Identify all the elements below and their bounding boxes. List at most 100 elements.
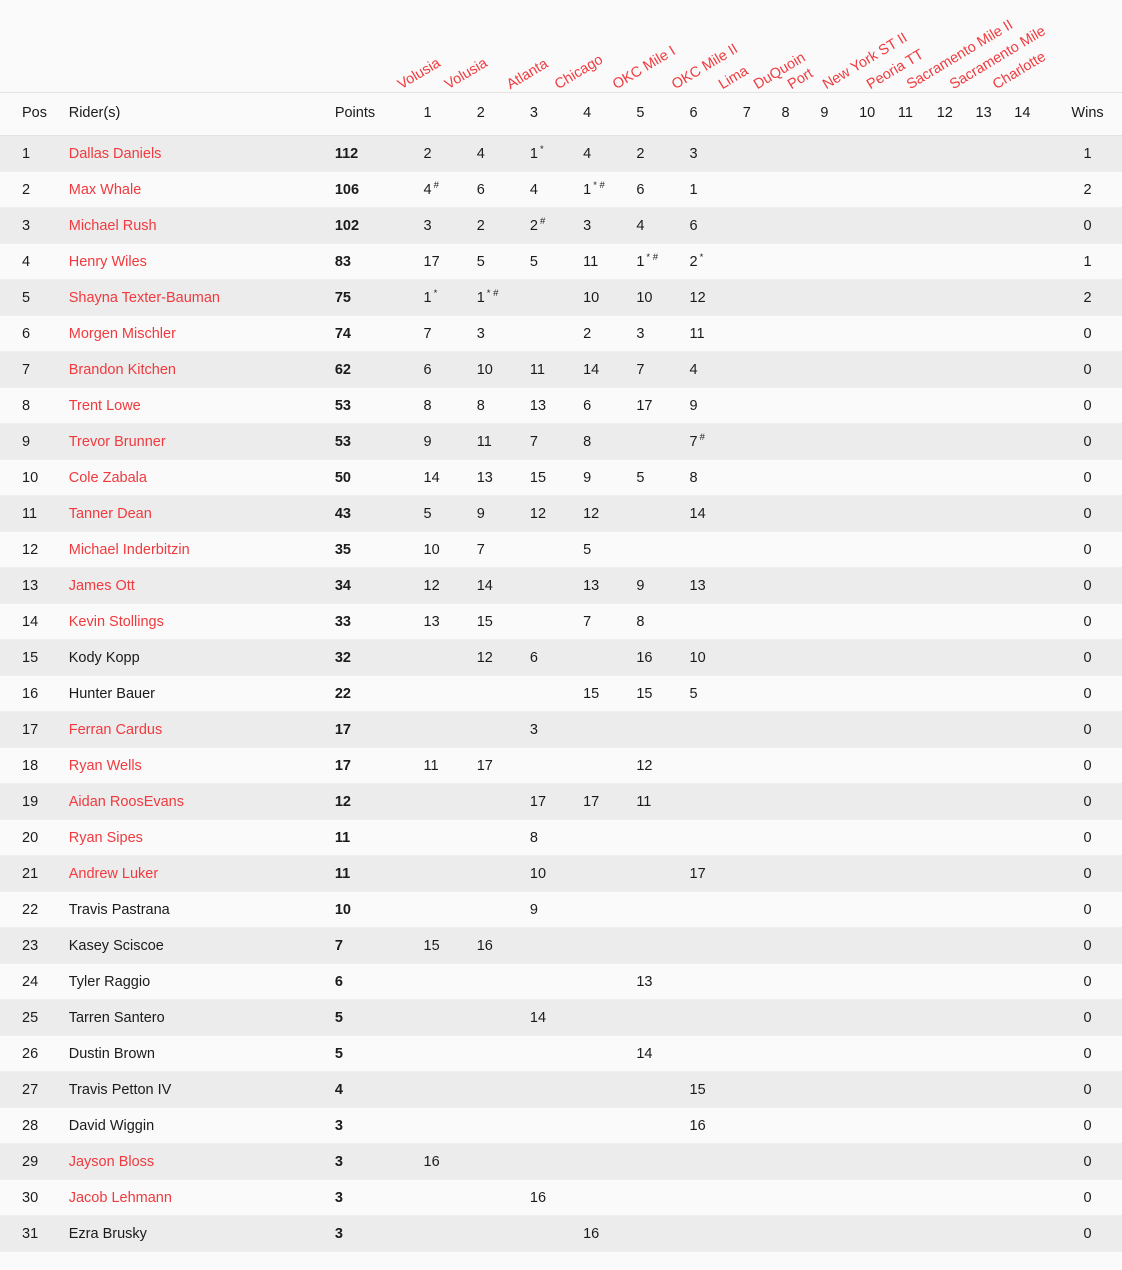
cell-round-14 [1014,819,1054,856]
cell-round-10 [859,819,898,856]
rider-link[interactable]: Trevor Brunner [68,433,166,450]
rider-link[interactable]: Ferran Cardus [68,721,163,738]
rider-link[interactable]: Dallas Daniels [68,145,162,162]
cell-round-14 [1014,1143,1054,1180]
rider-link[interactable]: Brandon Kitchen [68,361,176,378]
cell-position: 22 [0,891,69,928]
header-wins: Wins [1053,92,1122,136]
rider-link[interactable]: Morgen Mischler [68,325,176,342]
rider-link[interactable]: Ryan Sipes [68,829,143,846]
table-row: 16 Hunter Bauer 22 15 15 5 0 [0,675,1122,712]
cell-round-10 [859,783,898,820]
cell-round-8 [781,999,821,1036]
cell-round-10 [859,207,898,244]
cell-round-12 [936,1215,976,1252]
cell-round-1 [423,855,477,892]
cell-round-1 [423,891,477,928]
cell-points: 10 [334,891,424,928]
cell-round-10 [859,243,898,280]
event-header-label-2[interactable]: Volusia [442,54,491,93]
rider-link[interactable]: Cole Zabala [68,469,147,486]
cell-round-12 [936,927,976,964]
rider-link[interactable]: Michael Rush [68,217,157,234]
cell-round-14 [1014,963,1054,1000]
cell-round-2 [476,1179,530,1216]
cell-round-5 [636,927,690,964]
event-header-label-7[interactable]: Lima [716,62,752,93]
cell-round-1: 10 [423,531,477,568]
round-result-value: 3 [583,217,592,234]
rider-link[interactable]: Henry Wiles [68,253,147,270]
cell-points: 11 [334,819,424,856]
cell-wins: 0 [1053,351,1122,388]
cell-round-12 [936,891,976,928]
rider-link[interactable]: Ryan Wells [68,757,142,774]
rider-link[interactable]: Kevin Stollings [68,613,164,630]
cell-points: 3 [334,1179,424,1216]
cell-round-1: 17 [423,243,477,280]
cell-round-1 [423,675,477,712]
cell-round-5 [636,1107,690,1144]
event-header-label-1[interactable]: Volusia [395,54,444,93]
cell-rider: Tanner Dean [68,495,335,532]
rider-link[interactable]: Max Whale [68,181,142,198]
cell-round-10 [859,1107,898,1144]
rider-link[interactable]: Trent Lowe [68,397,141,414]
cell-round-3: 17 [529,783,584,820]
cell-round-7 [742,423,782,460]
rider-link[interactable]: Andrew Luker [68,865,159,882]
round-result-value: 17 [529,793,547,810]
cell-round-6 [689,1179,743,1216]
cell-round-7 [742,351,782,388]
cell-wins: 0 [1053,711,1122,748]
cell-round-2: 10 [476,351,530,388]
event-header-label-3[interactable]: Atlanta [504,55,551,93]
cell-round-7 [742,1035,782,1072]
cell-round-12 [936,135,976,172]
cell-round-13 [975,279,1015,316]
round-result-value: 16 [583,1225,600,1242]
rider-link[interactable]: Michael Inderbitzin [68,541,190,558]
cell-round-6: 9 [689,387,743,424]
round-result-value: 17 [583,793,600,810]
cell-round-6 [689,747,743,784]
round-result-value: 17 [476,757,493,774]
rider-link[interactable]: James Ott [68,577,135,594]
cell-round-7 [742,1143,782,1180]
cell-round-12 [936,495,976,532]
event-header-label-5[interactable]: OKC Mile I [610,42,679,93]
cell-position: 8 [0,387,69,424]
event-header-label-4[interactable]: Chicago [552,51,606,93]
cell-position: 27 [0,1071,69,1108]
table-row: 10 Cole Zabala 50 14 13 15 9 5 8 0 [0,459,1122,496]
cell-round-3 [529,1107,584,1144]
cell-round-5: 14 [636,1035,690,1072]
round-result-value: 15 [636,685,653,702]
round-result-value: 5 [583,541,592,558]
cell-rider: Tyler Raggio [68,963,335,1000]
table-row: 1 Dallas Daniels 112 2 4 1 * 4 2 3 1 [0,135,1122,172]
cell-round-9 [820,207,860,244]
cell-round-9 [820,783,860,820]
header-row: Pos Rider(s) Points 1 2 3 4 5 6 7 8 9 10 11 12 13 14 W… [0,92,1122,136]
round-result-marker: * # [593,179,605,191]
cell-round-2 [476,675,530,712]
cell-position: 9 [0,423,69,460]
rider-link[interactable]: Aidan RoosEvans [68,793,184,810]
cell-rider: Dallas Daniels [68,135,335,172]
rider-link[interactable]: Tanner Dean [68,505,152,522]
cell-round-14 [1014,1179,1054,1216]
cell-round-12 [936,1071,976,1108]
rider-link[interactable]: Shayna Texter-Bauman [68,289,221,306]
round-result-value: 12 [423,577,440,594]
round-result-value: 12 [636,757,653,774]
cell-points: 53 [334,423,424,460]
rider-link[interactable]: Jayson Bloss [68,1153,155,1170]
cell-round-9 [820,243,860,280]
round-result-value: 7 [689,433,698,450]
cell-round-9 [820,963,860,1000]
cell-points: 62 [334,351,424,388]
rider-link[interactable]: Jacob Lehmann [68,1189,172,1206]
cell-position: 26 [0,1035,69,1072]
